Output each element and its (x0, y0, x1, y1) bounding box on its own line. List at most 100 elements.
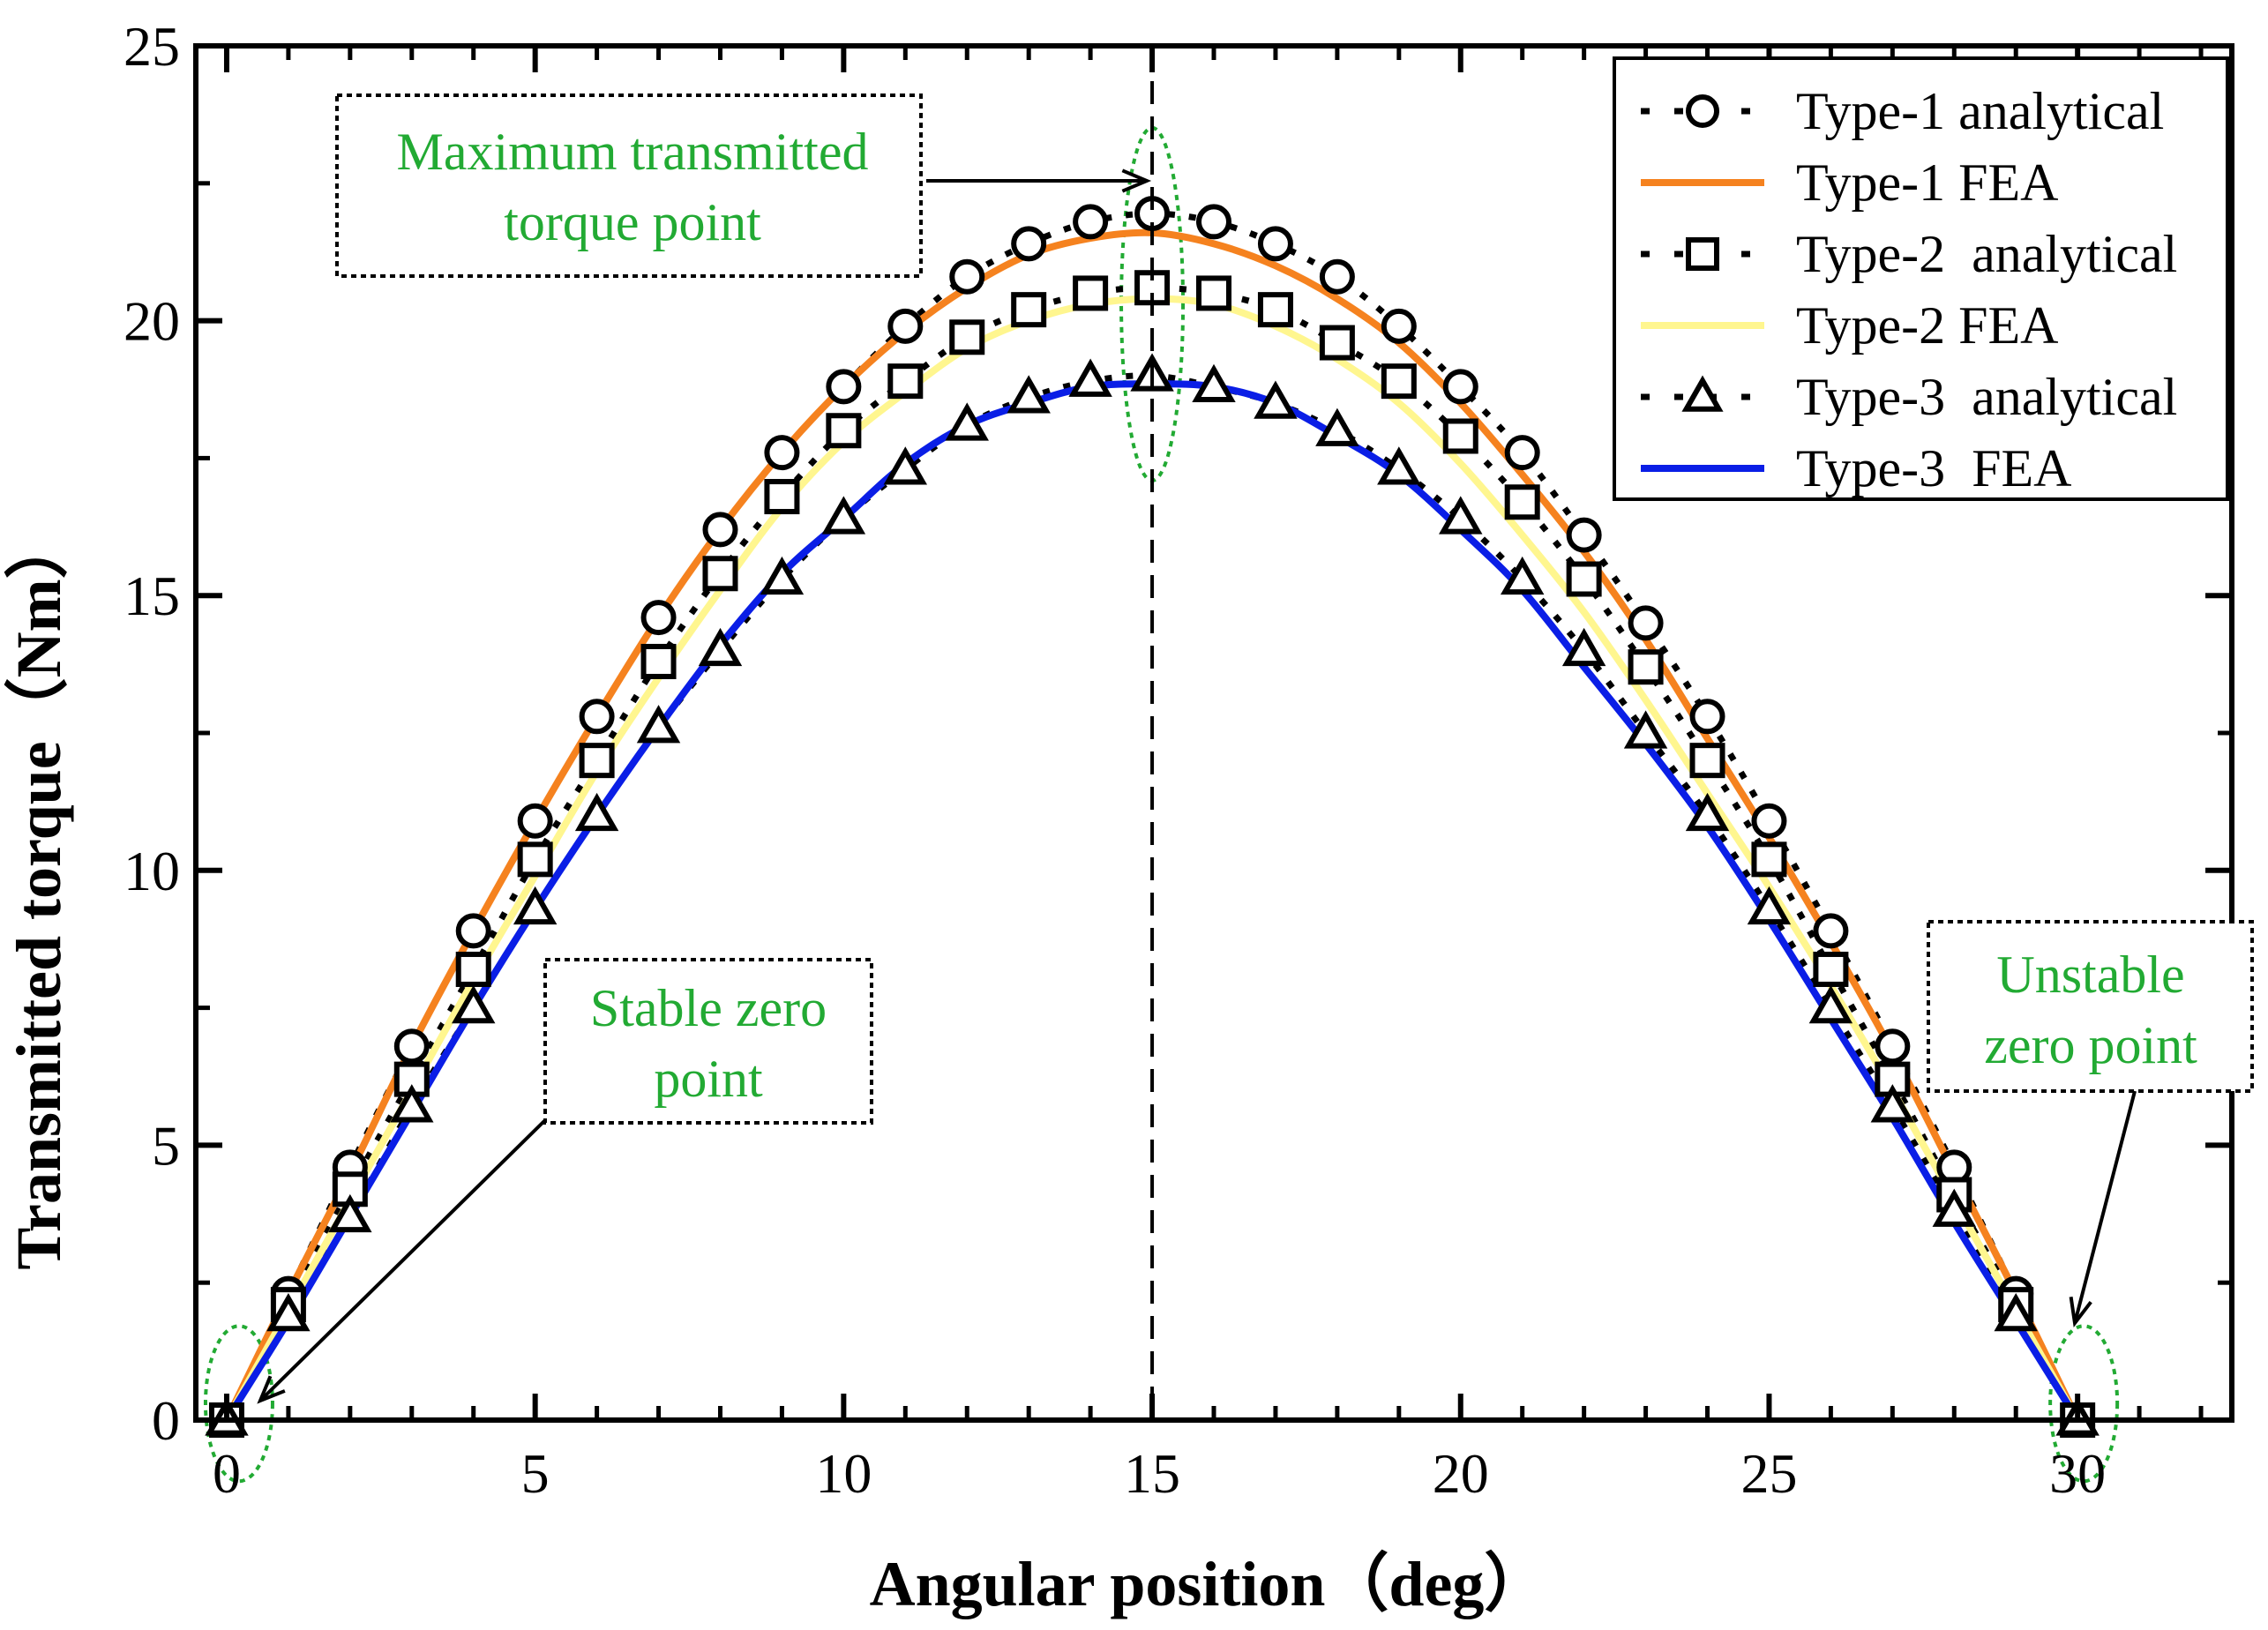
series-0-point (393, 1028, 430, 1065)
series-4-point (452, 985, 496, 1024)
series-0-point (1628, 605, 1664, 641)
series-4-point (1685, 792, 1730, 832)
legend-label: Type-1 analytical (1796, 82, 2164, 140)
legend-marker (1681, 375, 1724, 412)
series-4-point (945, 402, 989, 441)
legend: Type-1 analytical Type-1 FEA Type-2 analyt… (1613, 56, 2229, 501)
annotation-arrowhead (257, 1375, 286, 1404)
annotation-box (543, 958, 873, 1125)
legend-item-2: Type-2 analytical (1641, 225, 2177, 283)
series-4-point (1007, 375, 1051, 414)
x-axis-label: Angular position（deg） (870, 1549, 1548, 1619)
series-2-point (1813, 951, 1849, 987)
legend-label: Type-1 FEA (1796, 153, 2058, 212)
x-tick-label: 20 (1433, 1442, 1489, 1505)
annotation-text: point (654, 1050, 763, 1108)
series-4-point (1439, 496, 1483, 535)
series-0-point (1073, 204, 1109, 240)
series-0-point (1504, 435, 1540, 471)
series-2-point (1442, 418, 1478, 454)
series-2-point (1196, 275, 1231, 311)
series-2-point (640, 643, 677, 679)
series-2-point (1319, 325, 1355, 361)
series-4-point (636, 705, 681, 744)
series-4-point (1932, 1188, 1976, 1227)
y-tick-label: 0 (152, 1389, 180, 1452)
series-2-point (887, 363, 924, 400)
legend-item-5: Type-3 FEA (1641, 439, 2071, 497)
series-2-point (1689, 743, 1725, 779)
series-layer (205, 196, 2100, 1438)
series-4-point (1254, 380, 1298, 419)
y-tick-label: 15 (124, 565, 180, 627)
series-0-point (579, 699, 615, 735)
y-tick-label: 10 (124, 840, 180, 902)
x-tick-label: 5 (521, 1442, 550, 1505)
annotation-text: Maximum transmitted (397, 123, 869, 181)
series-2-point (1073, 275, 1109, 311)
series-4-point (266, 1292, 311, 1332)
y-tick-label: 5 (152, 1114, 180, 1177)
series-4-point (1870, 1084, 1915, 1123)
series-0-point (455, 913, 491, 949)
legend-label: Type-3 FEA (1796, 439, 2071, 497)
annotation-text: torque point (504, 193, 761, 251)
series-2-point (517, 841, 553, 878)
series-2-point (579, 743, 615, 779)
series-4-point (390, 1084, 434, 1123)
series-0-point (1196, 204, 1231, 240)
series-4-point (698, 627, 743, 667)
series-4-point (1747, 886, 1792, 925)
series-2-point (1504, 484, 1540, 520)
annotations: Maximum transmitted torque point Stable ze… (257, 93, 2254, 1404)
x-tick-label: 0 (213, 1442, 241, 1505)
legend-item-0: Type-1 analytical (1641, 82, 2164, 140)
series-4-point (1315, 408, 1359, 446)
series-0-point (826, 369, 862, 405)
y-tick-label: 25 (124, 15, 180, 78)
legend-item-4: Type-3 analytical (1641, 368, 2177, 426)
annotation-arrow (2073, 1090, 2137, 1324)
series-0-point (1442, 369, 1478, 405)
annotation-0: Maximum transmitted torque point (335, 93, 1152, 278)
series-0-point (702, 512, 738, 548)
series-2-point (393, 1061, 430, 1097)
series-0-point (1011, 226, 1047, 262)
series-4-point (574, 792, 619, 832)
series-2-point (764, 479, 800, 515)
annotation-2: Unstable zero point (1927, 920, 2254, 1327)
series-0-point (1257, 226, 1293, 262)
series-4-point (1192, 363, 1236, 403)
x-tick-label: 10 (815, 1442, 872, 1505)
x-tick-label: 15 (1124, 1442, 1180, 1505)
legend-marker (1686, 94, 1719, 128)
annotation-1: Stable zero point (257, 958, 873, 1404)
series-0-point (517, 803, 553, 839)
series-0-point (1381, 308, 1417, 344)
series-2-point (702, 556, 738, 592)
legend-item-1: Type-1 FEA (1641, 153, 2058, 212)
annotation-text: zero point (1984, 1016, 2197, 1074)
legend-item-3: Type-2 FEA (1641, 296, 2058, 355)
series-4-markers (205, 353, 2100, 1436)
series-2-point (949, 319, 985, 355)
series-0-point (1319, 258, 1355, 295)
series-4-point (1623, 710, 1668, 749)
series-2-point (826, 413, 862, 449)
annotation-box (335, 93, 923, 278)
axes: 0 5 10 15 20 25 30 0 5 10 15 20 25 (124, 15, 2234, 1505)
x-tick-label: 25 (1740, 1442, 1797, 1505)
legend-box (1613, 56, 2229, 501)
x-tick-label: 30 (2049, 1442, 2106, 1505)
series-4-point (883, 446, 928, 485)
series-0-point (764, 435, 800, 471)
series-0-point (1875, 1028, 1911, 1065)
series-0-point (1689, 699, 1725, 735)
legend-label: Type-2 FEA (1796, 296, 2058, 355)
series-4-point (328, 1193, 372, 1233)
series-4-point (1808, 985, 1853, 1024)
series-4-point (1994, 1292, 2038, 1332)
annotation-arrowhead (2069, 1297, 2092, 1327)
series-4-point (1068, 358, 1112, 397)
series-4-point (1561, 627, 1606, 667)
